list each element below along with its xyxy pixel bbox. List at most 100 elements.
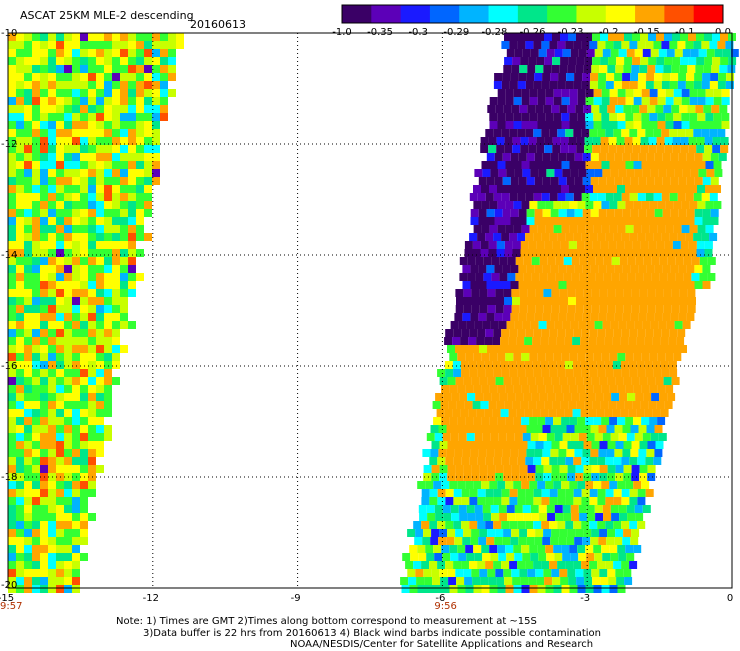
swath-cell [104,241,112,249]
swath-cell [24,233,32,241]
swath-cell [566,73,575,81]
swath-cell [613,41,622,49]
swath-cell [594,553,603,561]
swath-cell [641,97,650,105]
swath-cell [152,89,160,97]
swath-cell [600,33,608,41]
swath-cell [645,129,654,137]
swath-cell [72,313,80,321]
swath-cell [575,377,584,385]
swath-cell [481,185,489,193]
swath-cell [501,193,510,201]
swath-cell [450,321,459,329]
swath-cell [32,305,40,313]
swath-cell [152,113,160,121]
swath-cell [481,545,490,553]
swath-cell [96,273,104,281]
swath-cell [679,345,687,353]
swath-cell [32,241,40,249]
swath-cell [112,257,120,265]
swath-cell [8,33,16,41]
swath-cell [536,577,545,585]
swath-cell [588,361,597,369]
swath-cell [474,505,483,513]
swath-cell [72,113,80,121]
swath-cell [466,321,475,329]
swath-cell [581,369,590,377]
swath-cell [64,97,72,105]
swath-cell [72,457,80,465]
swath-cell [574,537,583,545]
swath-cell [72,441,80,449]
swath-cell [64,553,72,561]
swath-cell [152,129,160,137]
swath-cell [56,113,64,121]
swath-cell [665,201,674,209]
swath-cell [465,585,474,593]
swath-cell [726,73,735,81]
swath-cell [16,281,24,289]
swath-cell [603,273,612,281]
swath-cell [40,489,48,497]
swath-cell [32,177,40,185]
swath-cell [8,297,16,305]
swath-cell [634,49,643,57]
swath-cell [457,585,466,593]
swath-cell [541,489,550,497]
swath-cell [459,257,468,265]
swath-cell [659,273,668,281]
colorbar-segment [635,5,665,23]
swath-cell [519,441,528,449]
swath-cell [687,289,696,297]
swath-cell [409,585,418,593]
swath-cell [56,105,64,113]
swath-cell [582,449,591,457]
pass-time-label: 9:56 [434,601,456,612]
swath-cell [625,121,634,129]
swath-cell [602,321,611,329]
swath-cell [637,457,646,465]
swath-cell [493,81,502,89]
swath-cell [477,497,486,505]
swath-cell [644,361,653,369]
swath-cell [96,225,104,233]
swath-cell [521,225,530,233]
swath-cell [646,265,655,273]
swath-cell [496,401,505,409]
swath-cell [617,545,626,553]
swath-cell [544,249,553,257]
swath-cell [542,281,551,289]
swath-cell [494,449,503,457]
swath-cell [24,313,32,321]
swath-cell [608,33,616,41]
swath-cell [551,377,560,385]
swath-cell [459,393,468,401]
swath-cell [80,249,88,257]
swath-cell [520,249,529,257]
swath-cell [497,417,506,425]
swath-cell [578,321,587,329]
swath-cell [504,577,513,585]
swath-cell [533,233,542,241]
swath-cell [622,281,631,289]
swath-cell [539,393,548,401]
swath-cell [485,193,494,201]
swath-cell [112,97,120,105]
swath-cell [624,241,633,249]
swath-cell [714,49,723,57]
swath-cell [534,425,543,433]
swath-cell [705,113,714,121]
swath-cell [112,49,120,57]
colorbar-segment [429,5,460,23]
swath-cell [32,65,40,73]
swath-cell [128,289,136,297]
swath-cell [436,409,445,417]
swath-cell [56,369,64,377]
swath-cell [638,449,647,457]
swath-cell [641,201,650,209]
swath-cell [437,497,446,505]
swath-cell [518,313,527,321]
swath-cell [560,145,569,153]
swath-cell [477,369,486,377]
swath-cell [502,281,511,289]
